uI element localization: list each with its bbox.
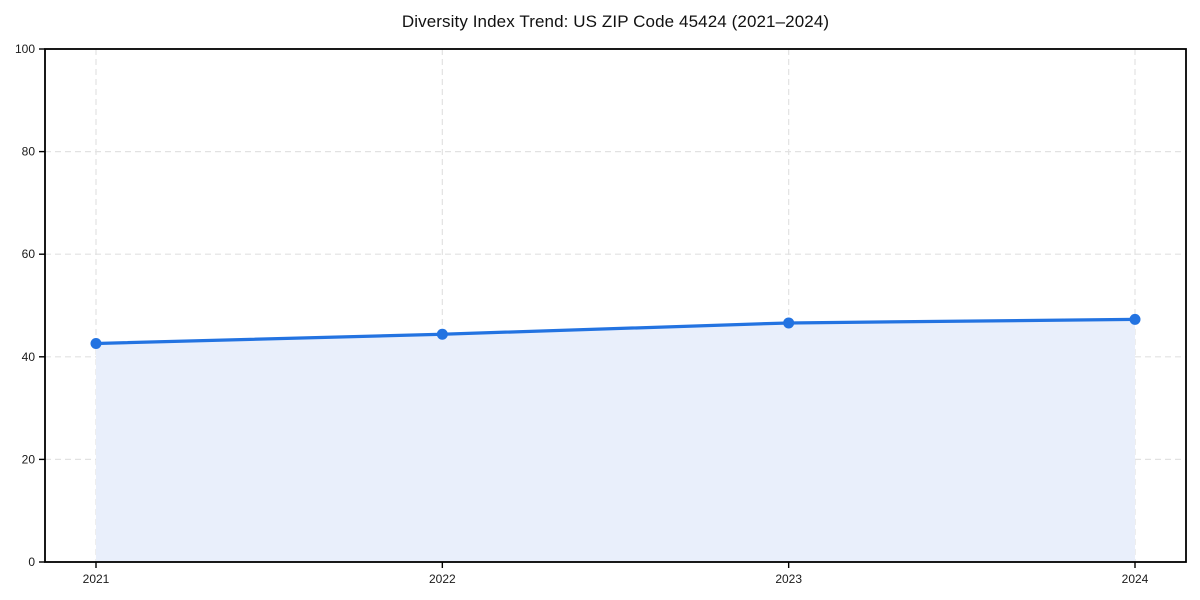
data-point-marker <box>783 317 795 329</box>
axis-spines <box>44 48 1187 563</box>
data-point-marker <box>90 337 102 349</box>
x-tick-label: 2024 <box>1122 572 1149 586</box>
chart-title: Diversity Index Trend: US ZIP Code 45424… <box>401 12 830 31</box>
x-tick-label: 2021 <box>83 572 110 586</box>
y-tick-label: 60 <box>22 247 36 261</box>
area-fill <box>96 319 1135 562</box>
x-tick-label: 2022 <box>429 572 456 586</box>
y-tick-label: 40 <box>22 350 36 364</box>
data-point-marker <box>436 328 448 340</box>
x-tick-label: 2023 <box>775 572 802 586</box>
y-tick-label: 80 <box>22 145 36 159</box>
y-tick-label: 0 <box>28 555 35 569</box>
y-tick-label: 100 <box>15 42 35 56</box>
y-tick-label: 20 <box>22 452 36 466</box>
data-point-marker <box>1129 313 1141 325</box>
trend-line <box>94 317 1137 346</box>
